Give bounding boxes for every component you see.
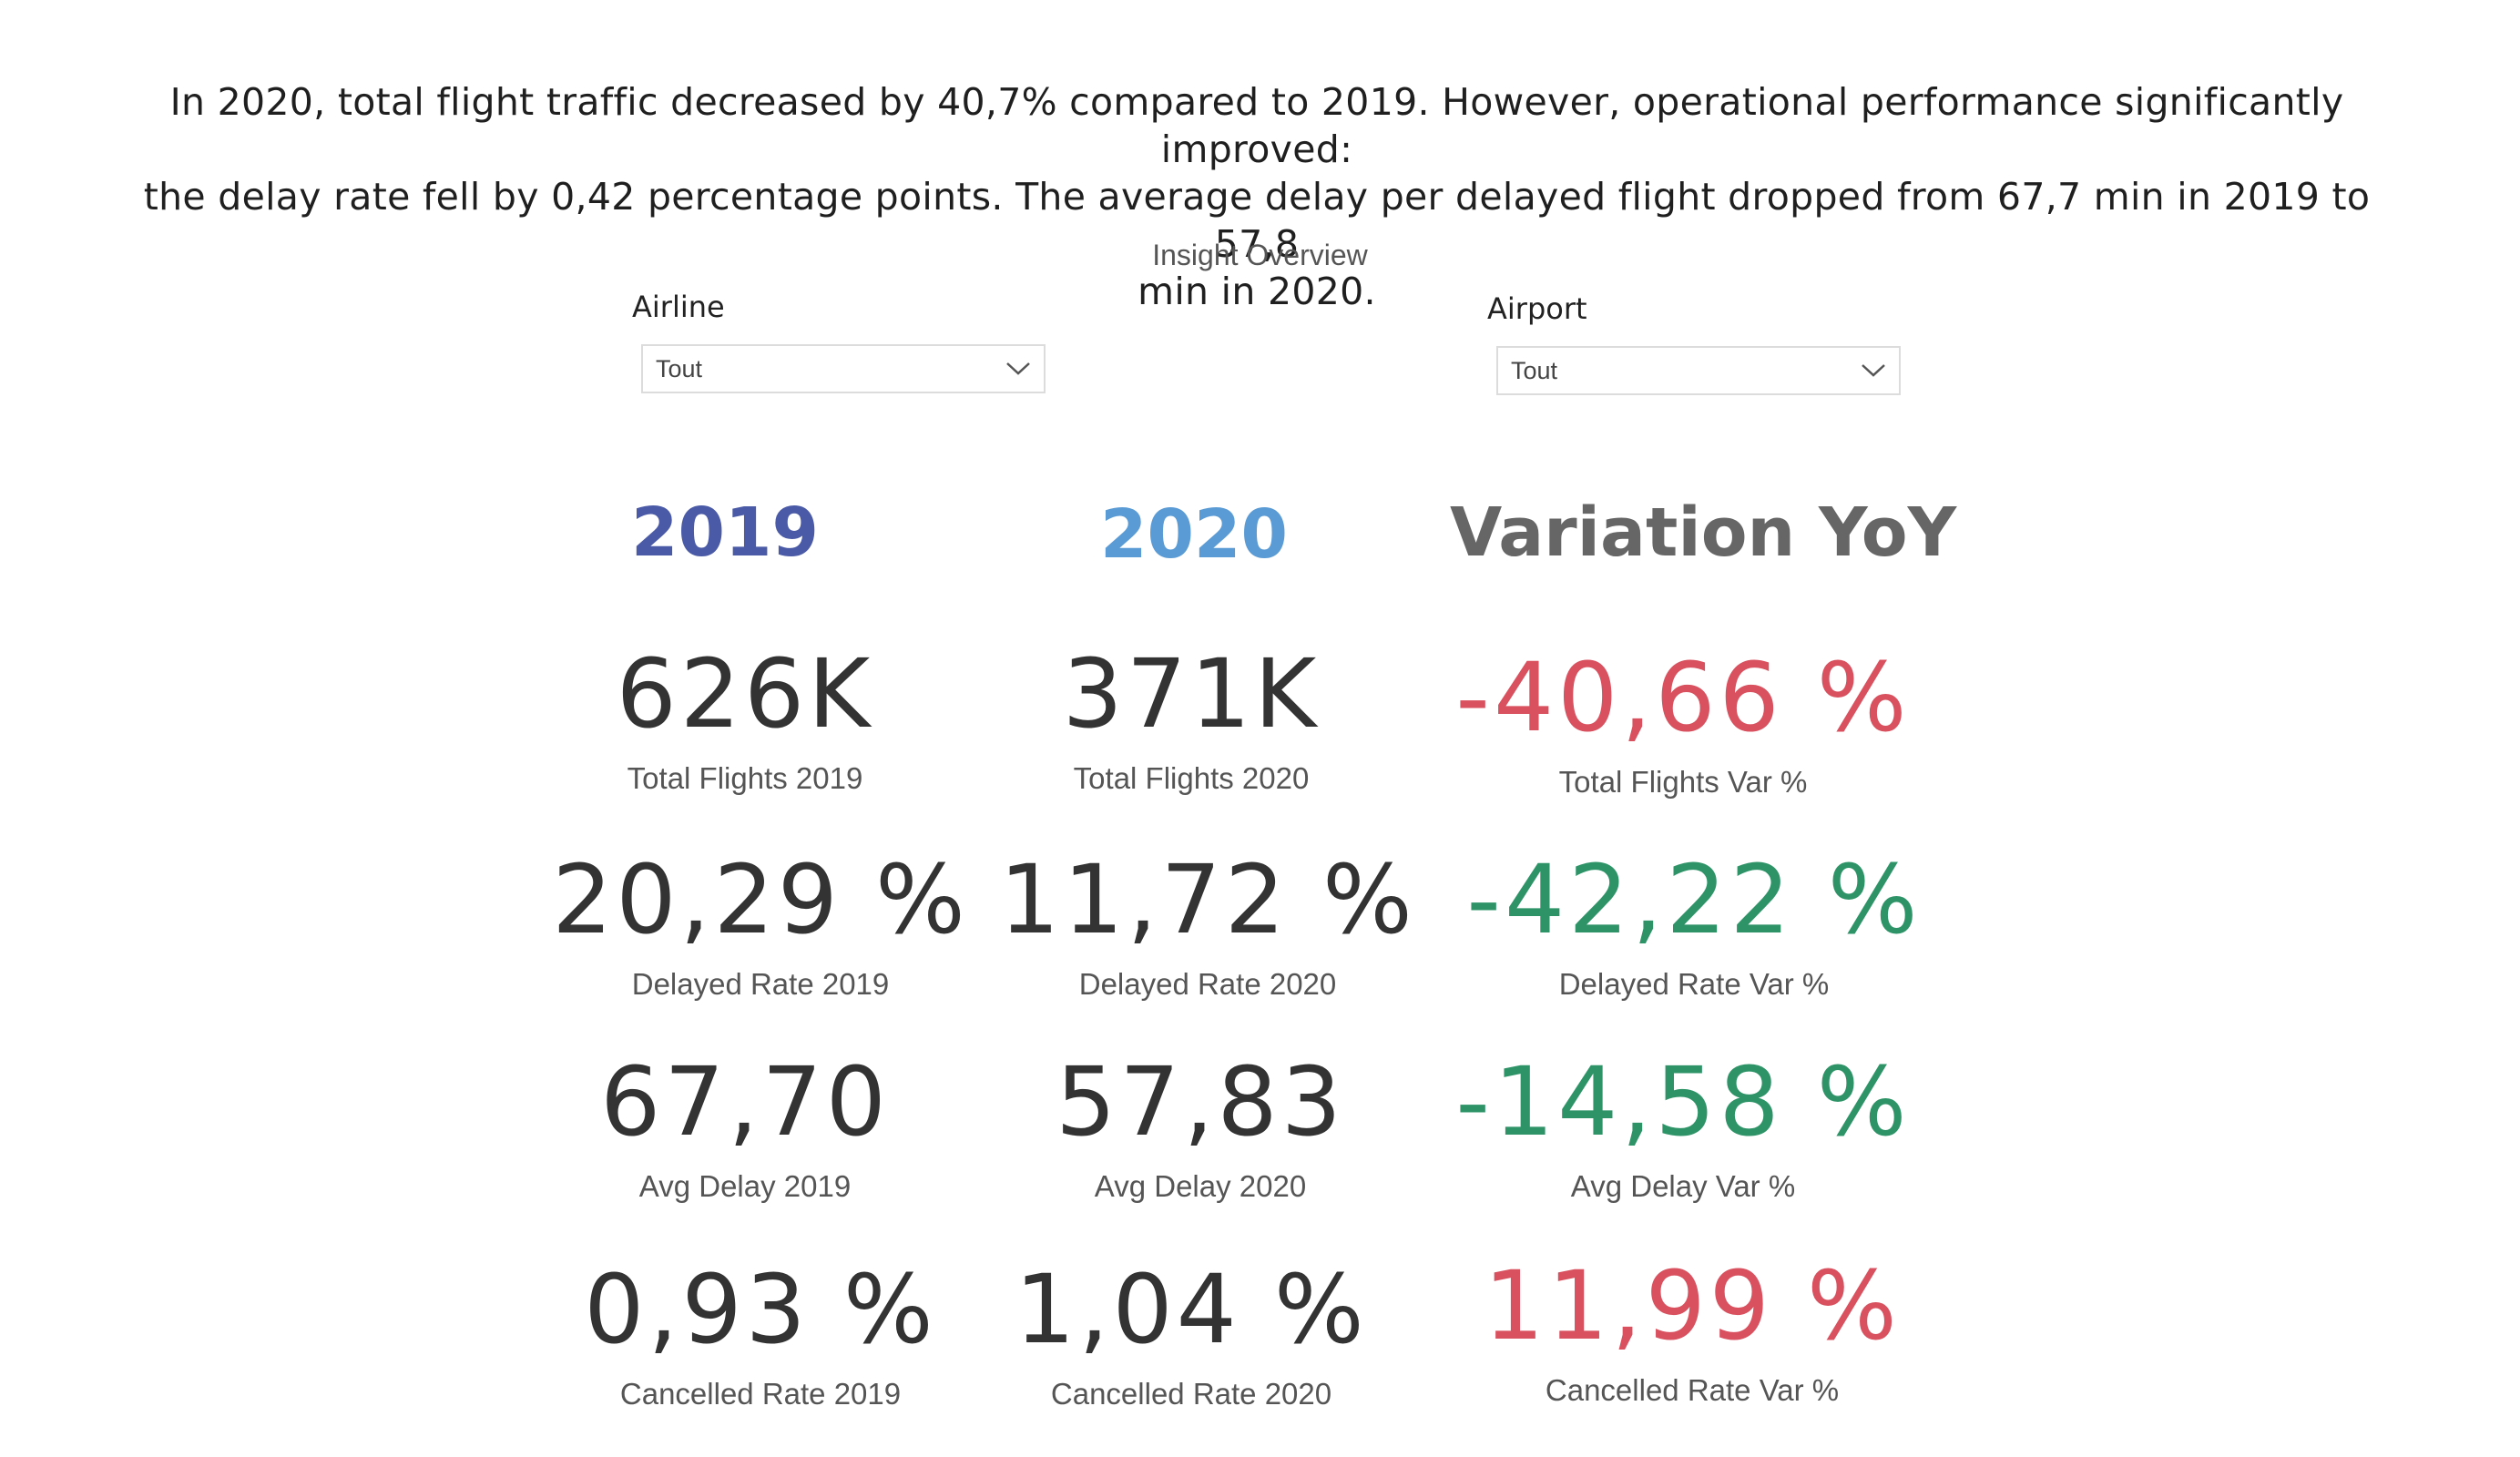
kpi-card-cancelled-rate-2019: 0,93 % Cancelled Rate 2019 xyxy=(505,1262,1015,1411)
chevron-down-icon xyxy=(1859,361,1888,381)
airline-dropdown[interactable]: Tout xyxy=(641,344,1046,393)
airline-dropdown-value: Tout xyxy=(656,354,703,382)
kpi-label: Cancelled Rate Var % xyxy=(1545,1373,1840,1407)
kpi-value: 11,99 % xyxy=(1484,1250,1901,1361)
airport-slicer-label: Airport xyxy=(1487,291,1587,326)
kpi-card-total-flights-2019: 626K Total Flights 2019 xyxy=(490,647,1000,796)
headline-line-3: min in 2020. xyxy=(1138,270,1376,313)
column-header-2020: 2020 xyxy=(1100,495,1288,574)
chevron-down-icon xyxy=(1004,359,1033,379)
kpi-value: 626K xyxy=(616,638,874,749)
kpi-card-avg-delay-2019: 67,70 Avg Delay 2019 xyxy=(490,1055,1000,1204)
kpi-value: 57,83 xyxy=(1056,1046,1345,1157)
kpi-label: Delayed Rate Var % xyxy=(1558,967,1830,1001)
kpi-card-cancelled-rate-var: 11,99 % Cancelled Rate Var % xyxy=(1437,1258,1947,1408)
kpi-value: 20,29 % xyxy=(552,844,969,955)
kpi-card-cancelled-rate-2020: 1,04 % Cancelled Rate 2020 xyxy=(936,1262,1446,1411)
headline-line-2: the delay rate fell by 0,42 percentage p… xyxy=(143,175,2371,266)
kpi-value: 0,93 % xyxy=(584,1254,937,1365)
kpi-card-delayed-rate-var: -42,22 % Delayed Rate Var % xyxy=(1439,852,1949,1002)
page-subtitle: Insight Overview xyxy=(1152,239,1368,271)
kpi-label: Total Flights 2019 xyxy=(627,761,863,795)
airline-slicer-label: Airline xyxy=(632,290,725,324)
kpi-label: Delayed Rate 2020 xyxy=(1078,967,1337,1001)
kpi-value: -14,58 % xyxy=(1455,1046,1911,1157)
kpi-label: Total Flights Var % xyxy=(1558,765,1808,799)
airport-dropdown[interactable]: Tout xyxy=(1496,346,1901,395)
kpi-value: 67,70 xyxy=(600,1046,890,1157)
kpi-label: Avg Delay Var % xyxy=(1570,1169,1796,1203)
headline-line-1: In 2020, total flight traffic decreased … xyxy=(169,80,2344,171)
kpi-card-avg-delay-var: -14,58 % Avg Delay Var % xyxy=(1428,1055,1938,1204)
kpi-label: Cancelled Rate 2019 xyxy=(619,1377,902,1411)
airport-slicer: Airport Tout xyxy=(1487,291,1901,395)
kpi-value: 371K xyxy=(1062,638,1321,749)
kpi-label: Avg Delay 2019 xyxy=(638,1169,852,1203)
column-header-variation: Variation YoY xyxy=(1450,494,1957,572)
kpi-card-total-flights-2020: 371K Total Flights 2020 xyxy=(936,647,1446,796)
kpi-value: -42,22 % xyxy=(1466,844,1922,955)
insight-headline: In 2020, total flight traffic decreased … xyxy=(128,78,2386,315)
airport-dropdown-value: Tout xyxy=(1511,356,1558,384)
kpi-card-delayed-rate-2020: 11,72 % Delayed Rate 2020 xyxy=(953,852,1463,1002)
kpi-card-total-flights-var: -40,66 % Total Flights Var % xyxy=(1428,650,1938,800)
kpi-value: 1,04 % xyxy=(1015,1254,1368,1365)
kpi-card-avg-delay-2020: 57,83 Avg Delay 2020 xyxy=(945,1055,1455,1204)
kpi-label: Avg Delay 2020 xyxy=(1094,1169,1307,1203)
airline-slicer: Airline Tout xyxy=(632,290,1046,393)
column-header-2019: 2019 xyxy=(631,494,819,572)
kpi-card-delayed-rate-2019: 20,29 % Delayed Rate 2019 xyxy=(505,852,1015,1002)
kpi-value: -40,66 % xyxy=(1455,642,1911,753)
kpi-value: 11,72 % xyxy=(999,844,1416,955)
kpi-label: Total Flights 2020 xyxy=(1073,761,1310,795)
kpi-label: Cancelled Rate 2020 xyxy=(1050,1377,1332,1411)
kpi-label: Delayed Rate 2019 xyxy=(631,967,890,1001)
